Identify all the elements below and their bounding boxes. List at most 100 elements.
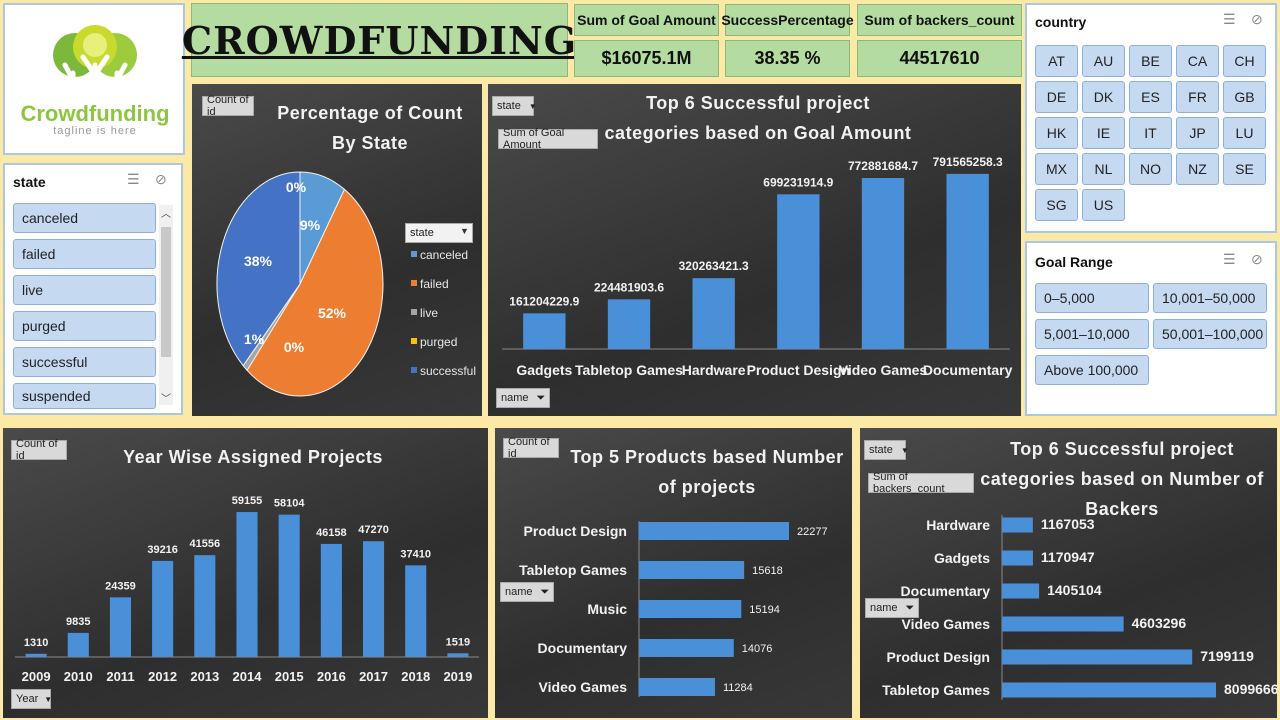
products-chart-panel: Count of id Top 5 Products based Number …	[495, 428, 852, 718]
name-filter-button[interactable]: name ⏷	[865, 598, 919, 618]
year-category-2016: 2016	[317, 669, 346, 684]
scroll-up-icon[interactable]: ︿	[161, 209, 171, 220]
backers-category-video-games: Video Games	[902, 616, 991, 632]
pie-label-successful: 38%	[244, 253, 273, 269]
country-item-it[interactable]: IT	[1129, 117, 1172, 149]
year-bar-2016	[320, 543, 342, 657]
country-item-at[interactable]: AT	[1035, 45, 1078, 77]
country-item-ch[interactable]: CH	[1223, 45, 1266, 77]
products-category-video-games: Video Games	[539, 679, 628, 695]
country-item-fr[interactable]: FR	[1176, 81, 1219, 113]
year-value-2017: 47270	[358, 524, 389, 536]
country-item-be[interactable]: BE	[1129, 45, 1172, 77]
legend-swatch-failed	[411, 280, 417, 286]
state-legend-button[interactable]: state	[405, 223, 473, 243]
name-filter-button[interactable]: name ⏷	[496, 388, 550, 408]
multi-select-icon[interactable]: ☰	[127, 171, 140, 187]
country-item-jp[interactable]: JP	[1176, 117, 1219, 149]
legend-label-live: live	[420, 306, 438, 320]
count-of-id-button[interactable]: Count of id	[503, 436, 559, 460]
goal-bar-tabletop-games	[607, 299, 651, 349]
goal-item-10001-50000[interactable]: 10,001–50,000	[1153, 283, 1267, 313]
backers-category-tabletop-games: Tabletop Games	[882, 682, 990, 698]
logo-tree-icon	[53, 25, 137, 103]
backers-value-hardware: 1167053	[1041, 516, 1095, 532]
products-value-video-games: 11284	[723, 682, 753, 694]
goal-chart-title: Top 6 Successful project categories base…	[604, 93, 912, 143]
country-item-de[interactable]: DE	[1035, 81, 1078, 113]
backers-bar-product-design	[1002, 649, 1193, 665]
country-item-nl[interactable]: NL	[1082, 153, 1125, 185]
country-item-nz[interactable]: NZ	[1176, 153, 1219, 185]
state-item-live[interactable]: live	[13, 275, 156, 305]
multi-select-icon[interactable]: ☰	[1223, 251, 1236, 267]
country-item-sg[interactable]: SG	[1035, 189, 1078, 221]
legend-dropdown-icon[interactable]: ▼	[460, 226, 469, 236]
state-slicer-title: state	[13, 174, 46, 190]
goal-item-5001-10000[interactable]: 5,001–10,000	[1035, 319, 1149, 349]
country-item-au[interactable]: AU	[1082, 45, 1125, 77]
country-item-se[interactable]: SE	[1223, 153, 1266, 185]
clear-filter-icon[interactable]: ⊘	[1251, 11, 1263, 27]
goal-chart-panel: state ▼ Sum of Goal Amount Top 6 Successf…	[488, 84, 1021, 416]
country-item-ie[interactable]: IE	[1082, 117, 1125, 149]
state-item-canceled[interactable]: canceled	[13, 203, 156, 233]
year-bar-2013	[194, 555, 216, 657]
country-item-us[interactable]: US	[1082, 189, 1125, 221]
filter-funnel-icon: ⏷	[536, 391, 546, 404]
state-item-purged[interactable]: purged	[13, 311, 156, 341]
country-item-gb[interactable]: GB	[1223, 81, 1266, 113]
country-slicer: country ☰ ⊘ AT AU BE CA CH DE DK ES FR GB HK IE IT JP…	[1025, 3, 1277, 233]
goal-bar-documentary	[946, 173, 989, 349]
goal-bar-chart: 161204229.9 Gadgets 224481903.6 Tabletop Ga…	[502, 155, 1013, 378]
year-value-2015: 58104	[274, 498, 305, 510]
year-filter-button[interactable]: Year ▼	[11, 689, 52, 709]
country-item-mx[interactable]: MX	[1035, 153, 1078, 185]
country-item-hk[interactable]: HK	[1035, 117, 1078, 149]
count-of-id-button[interactable]: Count of id	[202, 94, 254, 118]
country-item-dk[interactable]: DK	[1082, 81, 1125, 113]
goal-item-0-5000[interactable]: 0–5,000	[1035, 283, 1149, 313]
scrollbar[interactable]: ︿ ﹀	[159, 205, 173, 405]
country-item-no[interactable]: NO	[1129, 153, 1172, 185]
backers-category-documentary: Documentary	[901, 583, 991, 599]
state-filter-button[interactable]: state ▼	[864, 440, 909, 460]
country-item-ca[interactable]: CA	[1176, 45, 1219, 77]
clear-filter-icon[interactable]: ⊘	[1251, 251, 1263, 267]
kpi-success-value: 38.35 %	[725, 40, 850, 77]
products-category-music: Music	[587, 601, 627, 617]
kpi-backers-label: Sum of backers_count	[857, 4, 1022, 36]
goal-item-above-100000[interactable]: Above 100,000	[1035, 355, 1149, 385]
year-bar-2018	[405, 565, 427, 657]
kpi-goal-label: Sum of Goal Amount	[574, 4, 719, 36]
sum-goal-button[interactable]: Sum of Goal Amount	[498, 127, 598, 151]
logo-text: Crowdfunding	[20, 101, 170, 126]
title-panel: CROWDFUNDING	[182, 3, 576, 77]
name-filter-button[interactable]: name ⏷	[500, 582, 554, 602]
state-item-suspended[interactable]: suspended	[13, 383, 156, 409]
sum-backers-button[interactable]: Sum of backers_count	[868, 471, 974, 495]
legend-label-successful: successful	[420, 364, 476, 378]
count-of-id-button[interactable]: Count of id	[11, 438, 67, 462]
state-item-successful[interactable]: successful	[13, 347, 156, 377]
goal-category-product-design: Product Design	[747, 362, 850, 378]
year-value-2009: 1310	[24, 637, 48, 649]
country-item-es[interactable]: ES	[1129, 81, 1172, 113]
state-item-failed[interactable]: failed	[13, 239, 156, 269]
multi-select-icon[interactable]: ☰	[1223, 11, 1236, 27]
state-filter-button[interactable]: state ▼	[492, 96, 537, 116]
year-category-2009: 2009	[22, 669, 51, 684]
backers-category-hardware: Hardware	[926, 517, 990, 533]
country-item-lu[interactable]: LU	[1223, 117, 1266, 149]
goal-range-title: Goal Range	[1035, 254, 1113, 270]
pie-chart: 9% 52% 1% 0% 38% 0% canceled failed live purged su…	[216, 171, 476, 397]
clear-filter-icon[interactable]: ⊘	[155, 171, 167, 187]
year-category-2017: 2017	[359, 669, 388, 684]
goal-bar-video-games	[861, 177, 905, 349]
year-category-2018: 2018	[401, 669, 430, 684]
scrollbar-thumb[interactable]	[161, 227, 171, 357]
goal-item-50001-100000[interactable]: 50,001–100,000	[1153, 319, 1267, 349]
scroll-down-icon[interactable]: ﹀	[161, 394, 171, 405]
year-value-2018: 37410	[400, 548, 431, 560]
legend-swatch-live	[411, 309, 417, 315]
